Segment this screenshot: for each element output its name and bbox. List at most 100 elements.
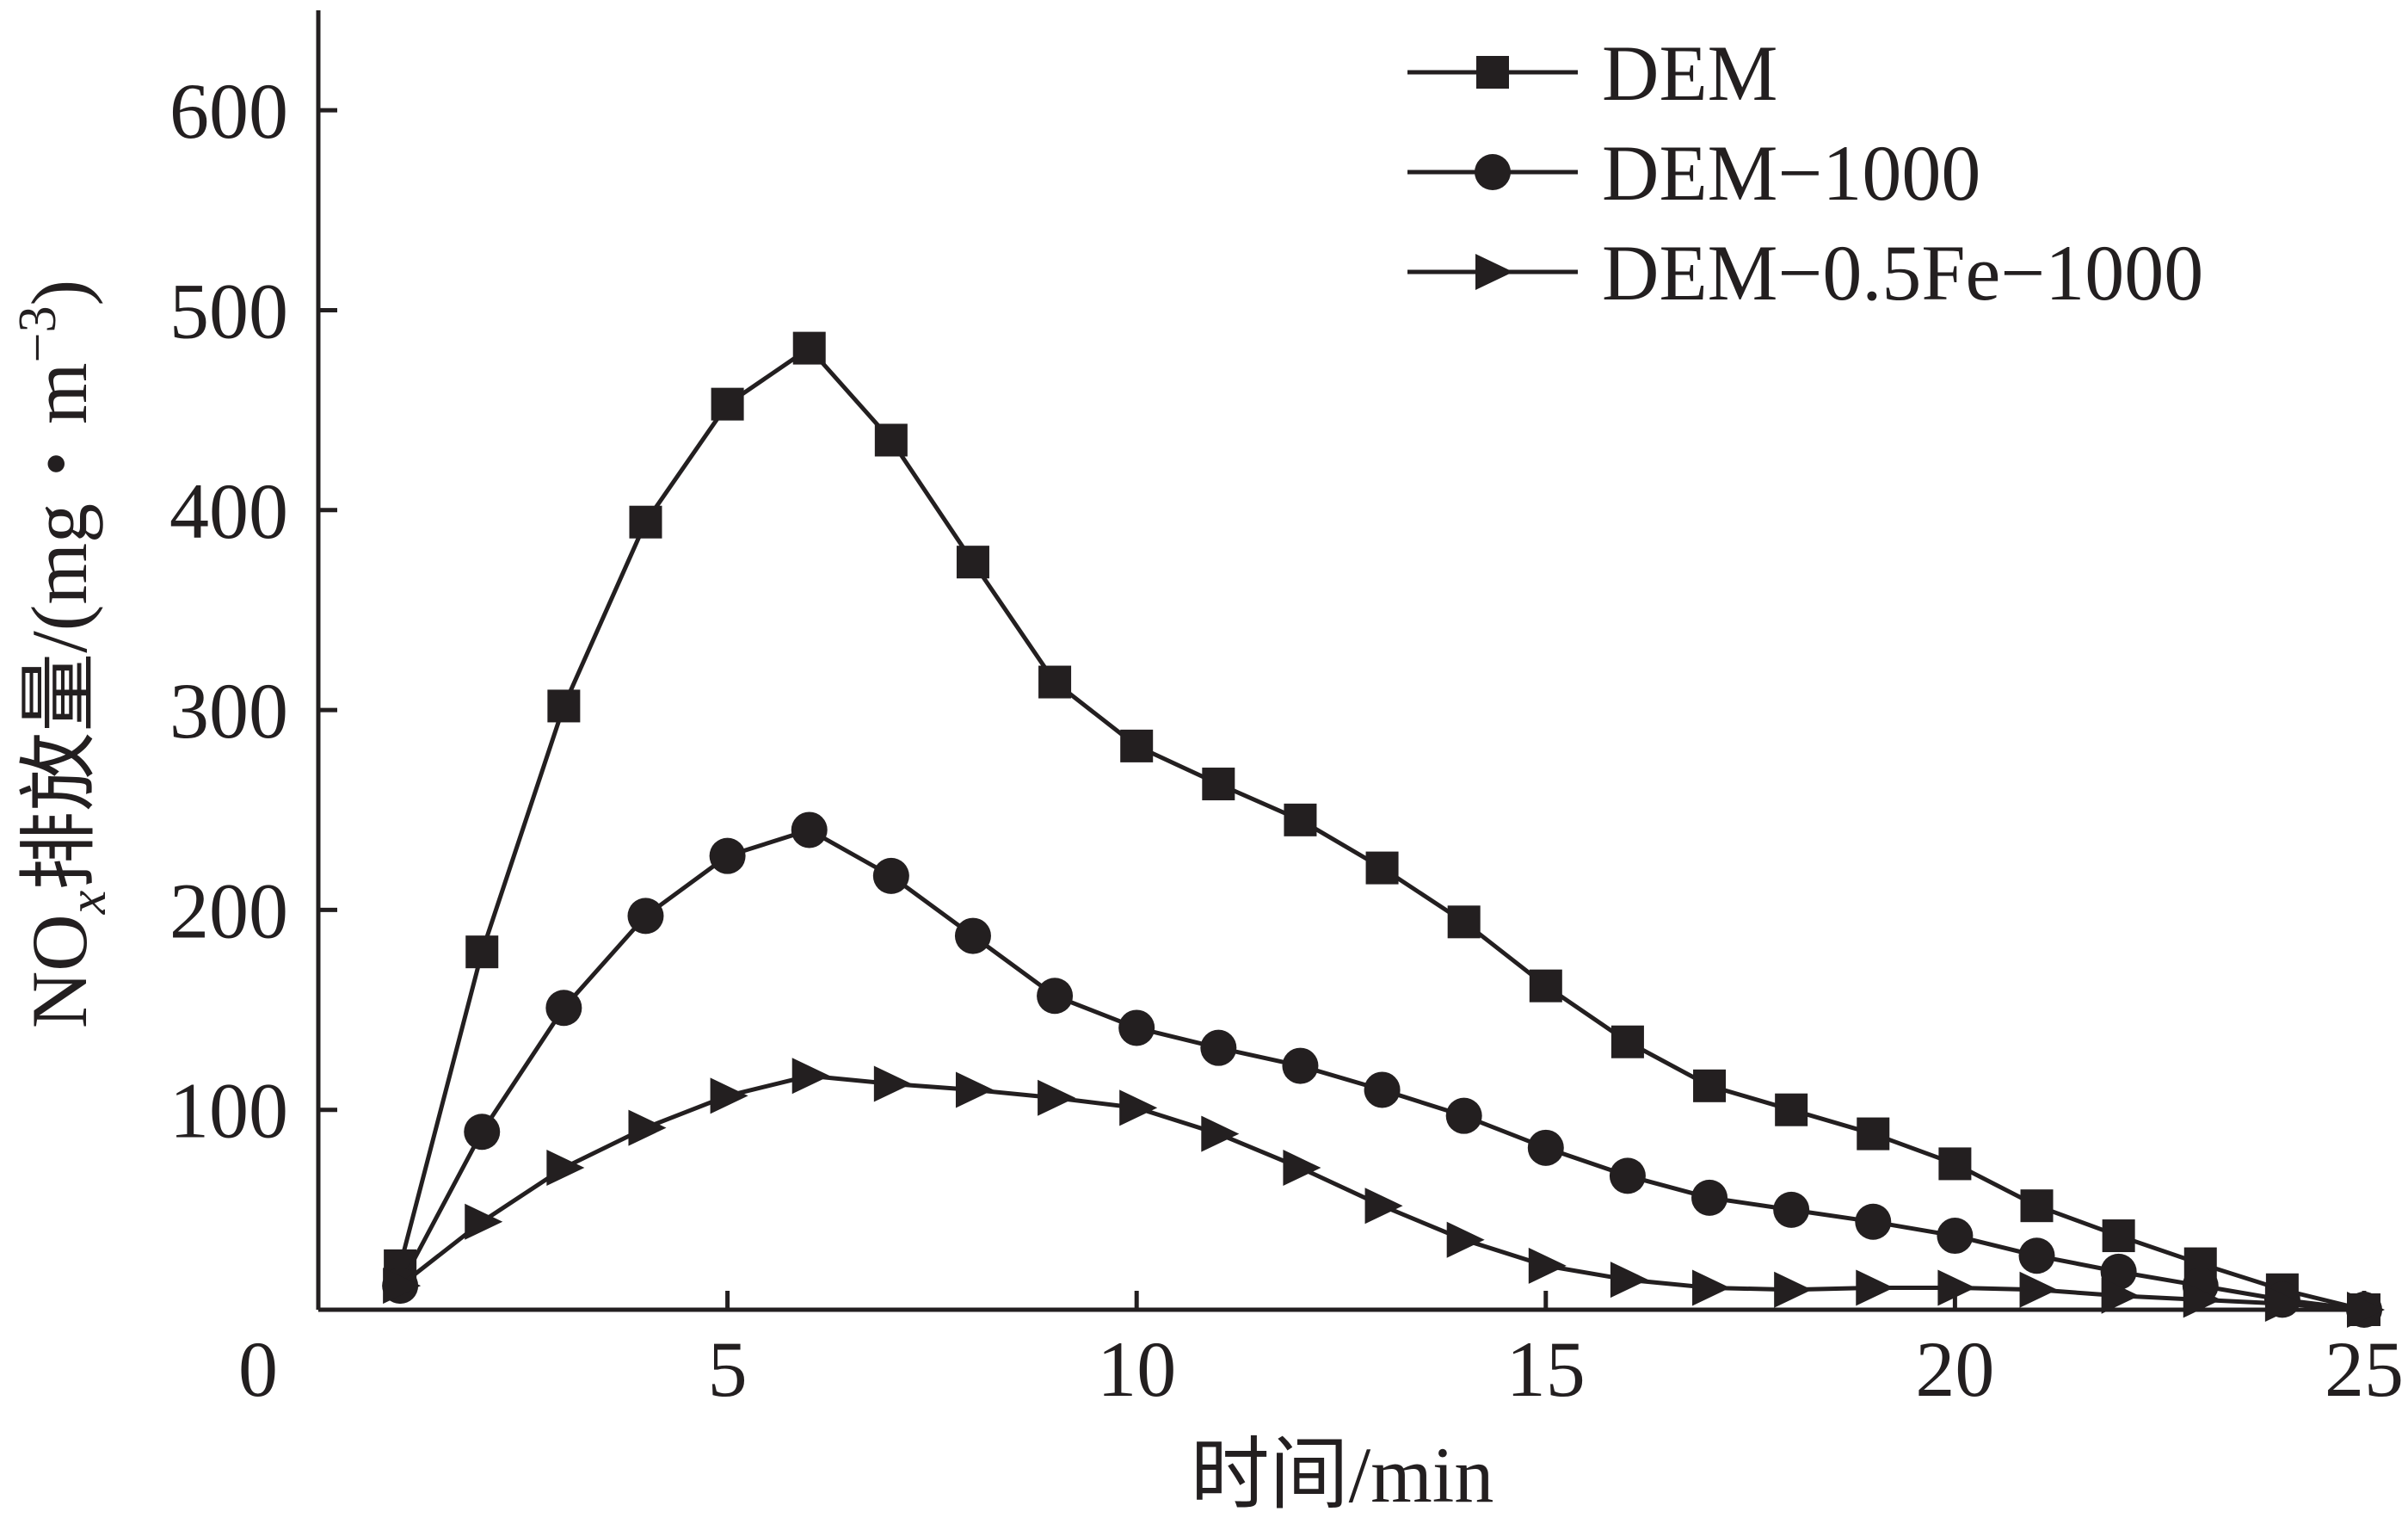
y-tick-label: 600 xyxy=(169,67,288,155)
data-point xyxy=(1119,1089,1158,1126)
y-tick-label: 200 xyxy=(169,867,288,954)
legend-label: DEM xyxy=(1602,29,1777,117)
y-tick-label: 100 xyxy=(169,1067,288,1155)
y-axis-title: NOx排放量/(mg・m−3) xyxy=(9,280,117,1028)
x-tick-label: 15 xyxy=(1506,1325,1586,1413)
x-tick-label: 5 xyxy=(708,1325,748,1413)
data-point xyxy=(1365,851,1399,885)
x-tick-label: 10 xyxy=(1097,1325,1176,1413)
data-point xyxy=(1693,1069,1727,1102)
data-point xyxy=(1774,1271,1813,1308)
data-point xyxy=(1447,905,1481,939)
data-point xyxy=(2183,1281,2221,1318)
y-axis-title-subscript: x xyxy=(59,890,117,915)
data-point xyxy=(1201,1115,1240,1152)
data-point xyxy=(709,837,746,874)
data-point xyxy=(1202,768,1235,801)
legend: DEM DEM−1000 DEM−0.5Fe−1000 xyxy=(1407,29,2203,317)
data-point xyxy=(1037,978,1074,1015)
y-axis-title-main: NO xyxy=(15,914,103,1028)
data-point xyxy=(545,990,582,1027)
data-point xyxy=(1856,1269,1894,1306)
data-point xyxy=(628,1109,667,1146)
data-point xyxy=(547,689,581,723)
data-point xyxy=(1691,1179,1728,1216)
series-line xyxy=(397,827,2365,1312)
y-tick-label: 300 xyxy=(169,667,288,755)
data-point xyxy=(1445,1097,1482,1134)
data-series xyxy=(382,331,2385,1328)
data-point xyxy=(791,811,828,848)
data-point xyxy=(2347,1292,2385,1328)
data-point xyxy=(956,546,989,579)
data-point xyxy=(1857,1117,1890,1151)
legend-label: DEM−0.5Fe−1000 xyxy=(1602,229,2203,317)
legend-marker xyxy=(1475,154,1511,190)
data-point xyxy=(1528,1247,1567,1284)
data-point xyxy=(2102,1219,2135,1253)
data-point xyxy=(1692,1269,1731,1306)
data-point xyxy=(1529,969,1562,1003)
data-point xyxy=(1283,1150,1321,1187)
data-point xyxy=(955,1071,994,1108)
legend-item: DEM xyxy=(1407,29,1777,117)
data-point xyxy=(1527,1129,1564,1166)
data-point xyxy=(1937,1218,1974,1255)
legend-item: DEM−1000 xyxy=(1407,129,1980,217)
data-point xyxy=(2018,1237,2055,1274)
data-point xyxy=(2101,1277,2140,1314)
series-line xyxy=(398,1073,2365,1312)
x-tick-label: 25 xyxy=(2325,1325,2404,1413)
y-tick-label: 400 xyxy=(169,467,288,555)
x-tick-label: 0 xyxy=(238,1325,278,1413)
data-point xyxy=(1609,1157,1646,1194)
series-square xyxy=(384,331,2380,1326)
data-point xyxy=(873,1065,912,1102)
data-point xyxy=(1775,1093,1808,1126)
y-axis-title-rest: 排放量/(mg・m xyxy=(15,362,103,890)
y-tick-label: 500 xyxy=(169,267,288,355)
data-point xyxy=(546,1150,585,1187)
data-point xyxy=(1937,1269,1976,1306)
data-point xyxy=(711,387,744,421)
data-point xyxy=(1364,1071,1401,1108)
series-line xyxy=(397,346,2365,1312)
data-point xyxy=(1120,729,1154,762)
data-point xyxy=(2020,1189,2054,1223)
data-point xyxy=(872,857,909,894)
y-axis-title-close: ) xyxy=(15,280,103,306)
data-point xyxy=(1446,1221,1485,1258)
data-point xyxy=(1855,1203,1892,1240)
data-point xyxy=(1038,1079,1076,1116)
series-triangle-right xyxy=(383,1058,2385,1328)
data-point xyxy=(1938,1147,1972,1181)
legend-item: DEM−0.5Fe−1000 xyxy=(1407,229,2203,317)
data-point xyxy=(383,1268,422,1305)
data-point xyxy=(1284,803,1317,836)
data-point xyxy=(2019,1271,2058,1308)
data-point xyxy=(1200,1029,1237,1066)
data-point xyxy=(464,1114,501,1151)
data-point xyxy=(629,505,662,539)
y-axis-title-superscript: −3 xyxy=(9,305,67,362)
data-point xyxy=(1118,1009,1155,1046)
data-point xyxy=(1610,1262,1648,1299)
data-point xyxy=(1364,1188,1403,1225)
data-point xyxy=(954,917,991,954)
data-point xyxy=(465,1203,503,1240)
data-point xyxy=(627,898,664,935)
data-point xyxy=(1610,1025,1644,1058)
legend-label: DEM−1000 xyxy=(1602,129,1980,217)
series-circle xyxy=(382,811,2382,1328)
axes: 0 5 10 15 20 25 100 200 300 400 500 600 xyxy=(169,10,2404,1413)
data-point xyxy=(1282,1047,1319,1084)
legend-marker xyxy=(1476,56,1509,89)
data-point xyxy=(465,935,499,969)
data-point xyxy=(2264,1286,2303,1323)
data-point xyxy=(792,331,826,365)
data-point xyxy=(710,1077,748,1114)
data-point xyxy=(2100,1253,2137,1290)
x-tick-label: 20 xyxy=(1915,1325,1994,1413)
